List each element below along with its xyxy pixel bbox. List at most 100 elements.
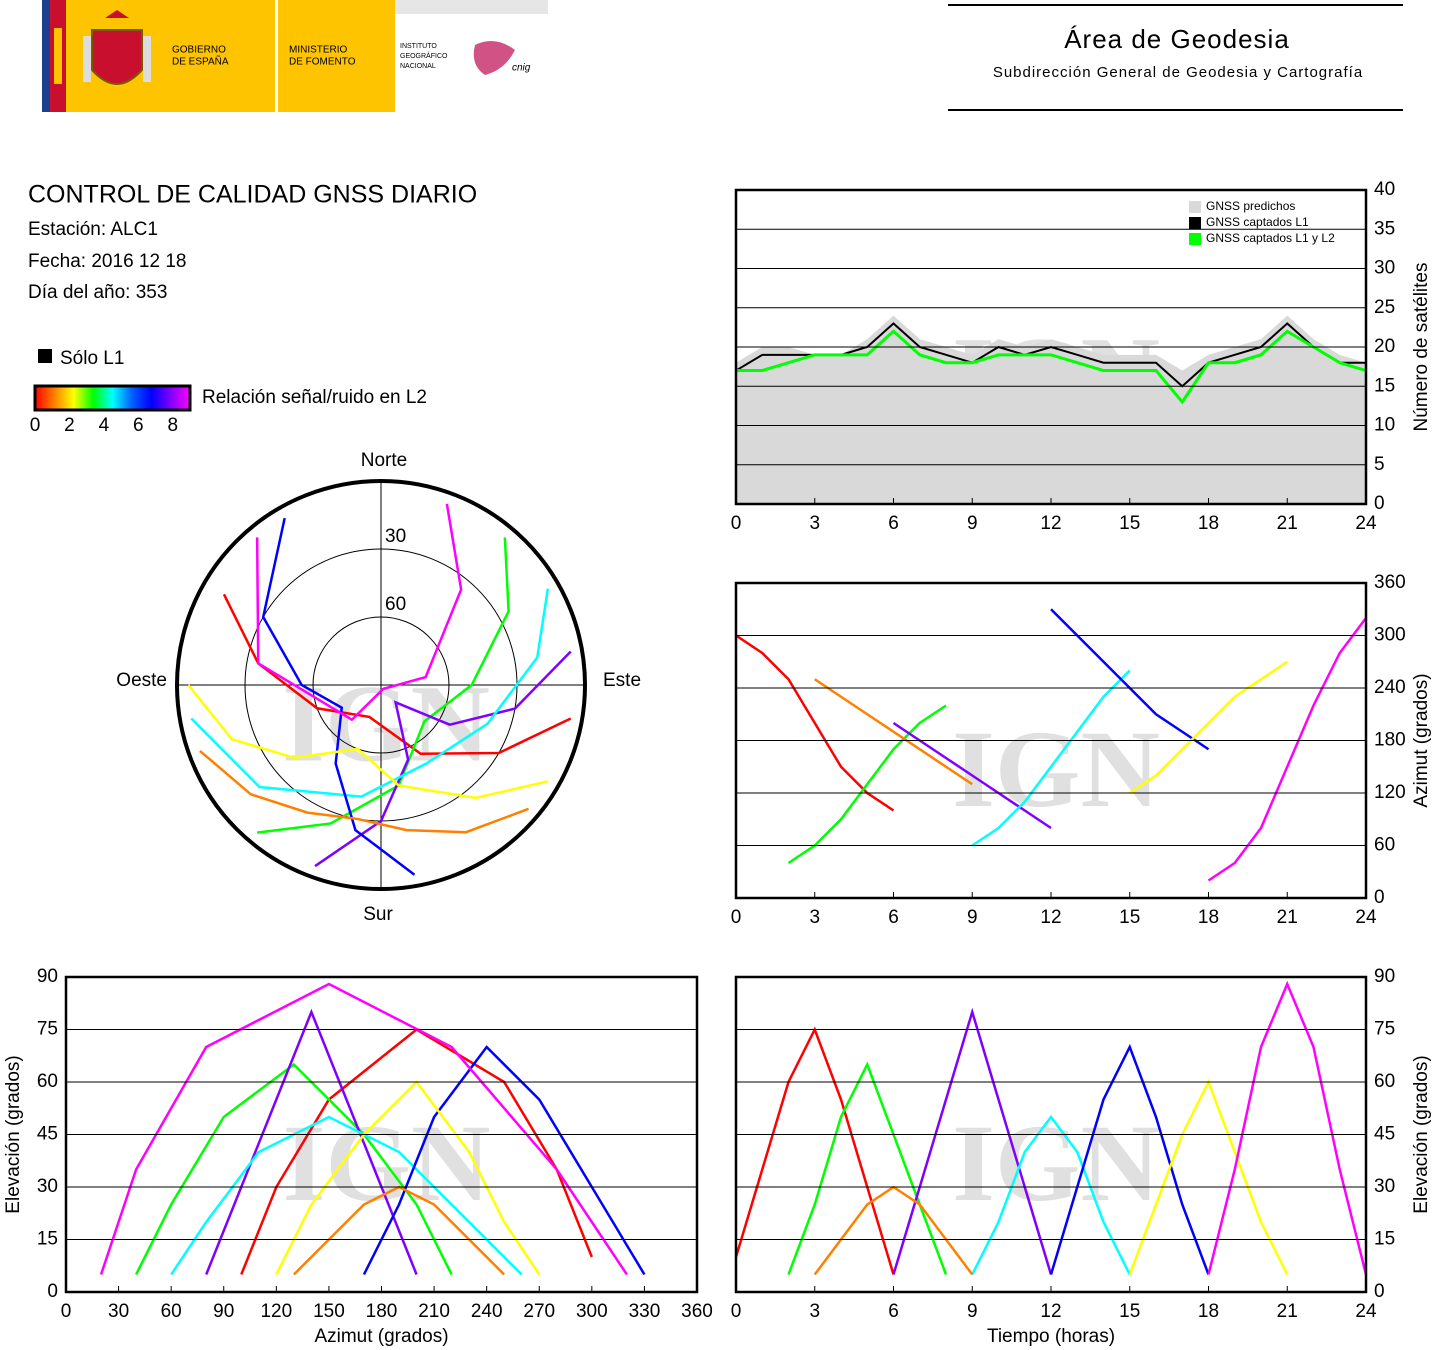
legend-swatch (1189, 217, 1201, 229)
legend-label: GNSS captados L1 y L2 (1206, 231, 1335, 245)
chart: IGN 0 60 120 180 240 300 360 0 3 6 9 12 15 18 21 24 Azimu… (731, 572, 1432, 928)
y-tick-label: 0 (1374, 887, 1385, 908)
info-line: Día del año: 353 (28, 282, 167, 303)
logo-divider (275, 0, 278, 112)
x-tick-label: 24 (1355, 907, 1377, 928)
x-tick-label: 9 (967, 907, 978, 928)
direction-label: Sur (363, 904, 393, 925)
colorbar-tick-label: 0 (30, 415, 41, 436)
legend-label: Sólo L1 (60, 348, 124, 369)
y-tick-label: 30 (37, 1176, 58, 1197)
y-tick-label: 300 (1374, 625, 1406, 646)
y-axis-label: Elevación (grados) (3, 1055, 24, 1213)
x-axis-label: Tiempo (horas) (987, 1326, 1115, 1347)
coat-of-arms (83, 36, 91, 82)
y-tick-label: 30 (1374, 258, 1395, 279)
y-tick-label: 60 (1374, 835, 1395, 856)
y-tick-label: 0 (47, 1281, 58, 1302)
logo-text: GOBIERNO (172, 45, 226, 56)
y-axis-label: Elevación (grados) (1411, 1055, 1432, 1213)
x-tick-label: 360 (681, 1301, 713, 1322)
plot-frame (734, 581, 1368, 900)
track (814, 678, 973, 786)
x-tick-label: 0 (731, 513, 742, 534)
x-tick-label: 0 (731, 907, 742, 928)
legend-swatch (1189, 233, 1201, 245)
info-line: Estación: ALC1 (28, 219, 158, 240)
header-subtitle: Subdirección General de Geodesia y Carto… (993, 64, 1363, 81)
chart: IGN051015202530354003691215182124Número … (731, 179, 1432, 534)
track (187, 684, 549, 800)
y-tick-label: 75 (1374, 1019, 1395, 1040)
info-line: Fecha: 2016 12 18 (28, 251, 186, 272)
y-tick-label: 60 (1374, 1071, 1395, 1092)
logo-text: DE ESPAÑA (172, 55, 229, 68)
track (261, 517, 416, 876)
y-tick-label: 15 (37, 1229, 58, 1250)
track (1207, 617, 1367, 882)
x-tick-label: 24 (1355, 513, 1377, 534)
y-tick-label: 35 (1374, 218, 1395, 239)
x-tick-label: 300 (576, 1301, 608, 1322)
x-tick-label: 12 (1040, 513, 1061, 534)
y-tick-label: 40 (1374, 179, 1395, 200)
watermark: IGN (952, 1102, 1160, 1224)
y-tick-label: 10 (1374, 415, 1395, 436)
x-tick-label: 21 (1277, 513, 1298, 534)
colorbar-tick-label: 4 (99, 415, 110, 436)
legend-swatch (1189, 201, 1201, 213)
plot-frame (734, 188, 1368, 506)
x-tick-label: 18 (1198, 513, 1219, 534)
y-axis-label: Azimut (grados) (1411, 673, 1432, 807)
logo-text: DE FOMENTO (289, 57, 356, 68)
coat-of-arms (105, 10, 129, 18)
track (257, 537, 510, 834)
logo-bar (395, 0, 548, 14)
track (1129, 660, 1288, 795)
y-tick-label: 75 (37, 1019, 58, 1040)
y-tick-label: 360 (1374, 572, 1406, 593)
track (99, 982, 628, 1276)
header-title: Área de Geodesia (1064, 24, 1290, 54)
x-tick-label: 270 (523, 1301, 555, 1322)
plot-frame (734, 975, 1368, 1294)
x-tick-label: 3 (809, 513, 820, 534)
track (134, 1062, 453, 1276)
x-tick-label: 15 (1119, 1301, 1140, 1322)
colorbar-tick-label: 2 (64, 415, 75, 436)
x-tick-label: 240 (471, 1301, 503, 1322)
direction-label: Norte (361, 450, 407, 471)
x-tick-label: 330 (629, 1301, 661, 1322)
x-tick-label: 180 (366, 1301, 398, 1322)
direction-label: Este (603, 670, 641, 691)
logo-text: cnig (512, 63, 531, 74)
x-tick-label: 120 (260, 1301, 292, 1322)
y-tick-label: 60 (37, 1071, 58, 1092)
colorbar-label: Relación señal/ruido en L2 (202, 387, 427, 408)
colorbar-tick-label: 8 (167, 415, 178, 436)
y-tick-label: 15 (1374, 375, 1395, 396)
cnig-logo (473, 41, 515, 75)
x-tick-label: 9 (967, 513, 978, 534)
logo-text: MINISTERIO (289, 45, 348, 56)
x-tick-label: 12 (1040, 1301, 1061, 1322)
y-tick-label: 0 (1374, 1281, 1385, 1302)
logo-text: GEOGRÁFICO (400, 51, 448, 60)
track (971, 669, 1131, 847)
x-tick-label: 12 (1040, 907, 1061, 928)
x-tick-label: 6 (888, 1301, 899, 1322)
x-tick-label: 3 (809, 1301, 820, 1322)
track (255, 503, 463, 722)
track (314, 650, 572, 868)
track (190, 588, 550, 798)
x-tick-label: 3 (809, 907, 820, 928)
y-tick-label: 20 (1374, 336, 1395, 357)
legend-swatch (38, 349, 52, 363)
x-tick-label: 21 (1277, 1301, 1298, 1322)
track (199, 749, 530, 834)
x-tick-label: 6 (888, 513, 899, 534)
y-tick-label: 30 (1374, 1176, 1395, 1197)
x-tick-label: 9 (967, 1301, 978, 1322)
